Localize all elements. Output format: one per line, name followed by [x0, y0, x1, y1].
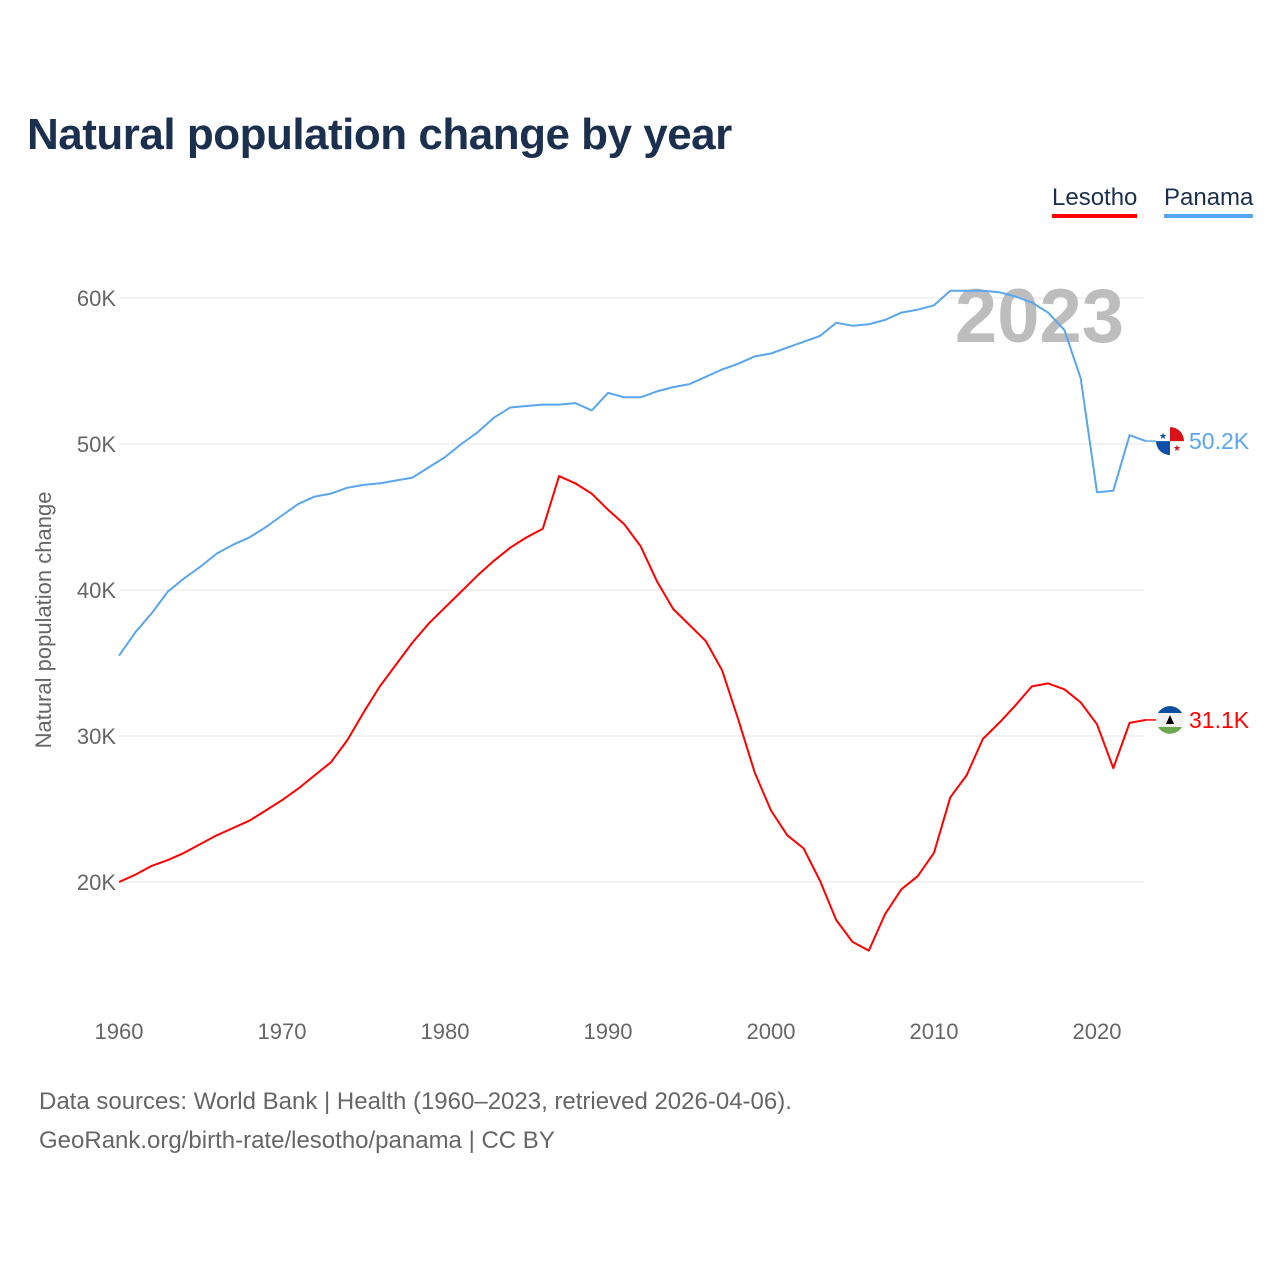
x-tick-label: 1970: [258, 1019, 307, 1044]
x-tick-label: 1990: [584, 1019, 633, 1044]
star-icon: ★: [1173, 443, 1181, 453]
end-value-label: 50.2K: [1189, 428, 1250, 454]
lesotho-flag-icon: [1156, 705, 1184, 734]
legend-lesotho[interactable]: Lesotho: [1052, 184, 1138, 218]
y-tick-label: 50K: [77, 432, 116, 457]
x-tick-label: 1960: [95, 1019, 144, 1044]
y-tick-label: 60K: [77, 286, 116, 311]
x-tick-label: 1980: [421, 1019, 470, 1044]
y-tick-label: 30K: [77, 724, 116, 749]
series-line-panama: [118, 289, 1147, 657]
flag-blue-band: [1158, 706, 1182, 713]
panama-flag-icon: ★★: [1156, 427, 1184, 456]
x-tick-label: 2000: [747, 1019, 796, 1044]
star-icon: ★: [1159, 431, 1167, 441]
source-line-2[interactable]: GeoRank.org/birth-rate/lesotho/panama | …: [39, 1127, 555, 1154]
x-tick-label: 2010: [910, 1019, 959, 1044]
year-watermark: 2023: [955, 274, 1124, 359]
hat-icon: [1166, 714, 1174, 724]
y-tick-label: 40K: [77, 578, 116, 603]
flag-red-quarter: [1170, 427, 1184, 442]
end-value-label: 31.1K: [1189, 707, 1250, 733]
series-line-lesotho: [118, 475, 1147, 952]
y-axis-label: Natural population change: [31, 492, 56, 749]
chart-title: Natural population change by year: [27, 110, 732, 159]
y-tick-label: 20K: [77, 870, 116, 895]
source-line-1: Data sources: World Bank | Health (1960–…: [39, 1088, 792, 1115]
flag-green-band: [1158, 726, 1182, 734]
flag-blue-quarter: [1156, 441, 1170, 456]
x-tick-label: 2020: [1073, 1019, 1122, 1044]
legend-panama[interactable]: Panama: [1164, 184, 1254, 218]
